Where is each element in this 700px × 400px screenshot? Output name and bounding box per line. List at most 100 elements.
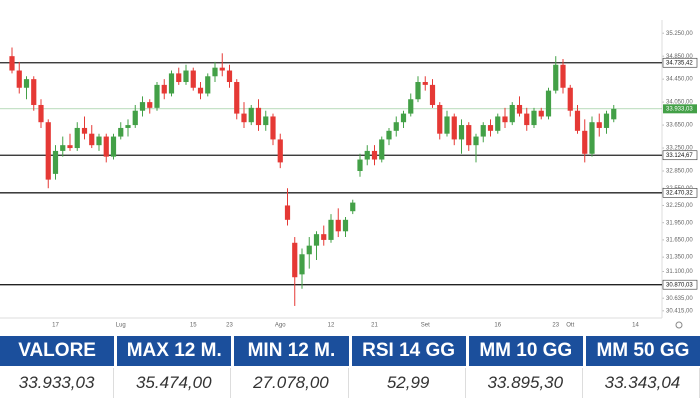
candle-body [299, 254, 305, 275]
y-tick-label: 33.650,00 [666, 123, 693, 129]
candle-body [480, 125, 486, 137]
candle-body [31, 79, 37, 105]
x-tick-label: 23 [226, 323, 233, 329]
candle-body [596, 122, 602, 128]
level-box [662, 57, 698, 68]
candle-body [560, 64, 566, 88]
candle-body [9, 56, 15, 71]
settings-icon[interactable] [675, 321, 683, 329]
candle-body [357, 159, 363, 172]
candle-body [103, 136, 109, 157]
candle-body [118, 127, 124, 137]
x-tick-label: 17 [52, 323, 59, 329]
value-cell: 33.933,03 [0, 368, 115, 398]
candle-body [473, 136, 479, 146]
header-row: VALORE MAX 12 M. MIN 12 M. RSI 14 GG MM 10 G… [0, 336, 700, 366]
candle-body [270, 116, 276, 140]
candle-body [147, 102, 153, 108]
candle-body [393, 122, 399, 131]
candle-body [74, 127, 80, 149]
y-tick-label: 33.250,00 [666, 146, 693, 152]
last-price-label: 33.933,03 [666, 106, 693, 112]
candle-body [502, 116, 508, 123]
x-tick-label: 16 [494, 323, 501, 329]
candle-body [582, 130, 588, 154]
y-tick-label: 30.635,00 [666, 296, 693, 302]
candle-body [321, 234, 327, 240]
candle-body [139, 102, 146, 111]
candle-body [16, 70, 22, 88]
candle-body [466, 125, 472, 146]
level-box [662, 150, 698, 161]
candle-body [234, 82, 240, 114]
candle-body [110, 136, 117, 157]
candle-body [509, 104, 515, 123]
chart: 35.250,00 34.850,00 34.450,00 34.050,00 33.6… [0, 20, 698, 329]
candle-body [531, 110, 537, 126]
candle-body [219, 67, 225, 71]
level-label: 33.124,67 [666, 153, 693, 159]
candle-body [190, 70, 196, 88]
candle-body [495, 116, 501, 131]
candle-body [248, 107, 254, 123]
value-cell: 27.078,00 [234, 368, 349, 398]
candle-body [386, 130, 392, 140]
level-box [662, 279, 698, 290]
y-tick-label: 32.250,00 [666, 203, 693, 209]
candle-body [241, 113, 247, 123]
candle-body [125, 125, 131, 128]
x-tick-label: 15 [190, 323, 197, 329]
level-label: 32.470,32 [666, 190, 693, 196]
candle-body [161, 84, 167, 94]
candle-body [226, 70, 233, 83]
candle-body [67, 145, 73, 149]
level-label: 34.735,42 [666, 60, 693, 66]
y-tick-label: 34.850,00 [666, 54, 693, 60]
value-cell: 52,99 [352, 368, 466, 398]
candle-body [437, 104, 443, 134]
candle-body [553, 64, 559, 91]
candle-body [422, 82, 428, 85]
candle-body [23, 79, 30, 88]
candle-body [444, 116, 450, 134]
candle-body [400, 113, 407, 123]
candle-body [154, 84, 160, 108]
x-tick-label: Ott [566, 323, 574, 329]
header-cell: MM 10 GG [468, 336, 583, 366]
candle-body [132, 110, 138, 126]
candle-body [516, 104, 523, 114]
y-tick-label: 31.950,00 [666, 220, 693, 226]
x-tick-label: 14 [632, 323, 639, 329]
candle-body [212, 67, 218, 77]
x-tick-label: 23 [552, 323, 559, 329]
candle-body [538, 110, 544, 117]
candle-body [603, 113, 610, 128]
candle-body [487, 125, 494, 131]
candle-body [60, 145, 66, 151]
y-tick-label: 31.350,00 [666, 255, 693, 261]
y-tick-label: 35.250,00 [666, 31, 693, 37]
header-cell: RSI 14 GG [351, 336, 466, 366]
candle-body [415, 82, 421, 100]
x-tick-label: 21 [371, 323, 378, 329]
candle-body [89, 133, 95, 146]
candle-body [545, 90, 552, 117]
candle-body [342, 219, 349, 232]
x-tick-label: Ago [275, 323, 286, 329]
value-row: 33.933,03 35.474,00 27.078,00 52,99 33.895,3… [0, 368, 700, 398]
y-tick-label: 32.850,00 [666, 169, 693, 175]
header-cell: VALORE [0, 336, 115, 366]
candle-body [567, 87, 573, 111]
x-tick-label: Set [421, 323, 430, 329]
candle-body [379, 139, 385, 160]
candle-body [96, 136, 102, 146]
candle-body [589, 122, 595, 154]
candle-body [364, 150, 370, 160]
candle-body [335, 219, 341, 232]
y-tick-label: 31.100,00 [666, 269, 693, 275]
candle-body [292, 242, 298, 278]
candle-body [168, 73, 175, 94]
candle-body [255, 107, 262, 126]
candle-body [183, 70, 189, 83]
